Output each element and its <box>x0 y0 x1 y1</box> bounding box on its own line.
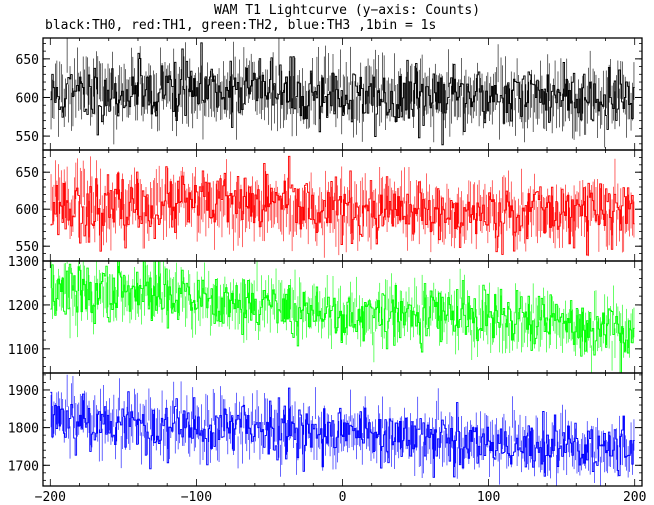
x-tick-label: −100 <box>181 490 212 505</box>
chart-title: WAM T1 Lightcurve (y−axis: Counts) <box>214 3 480 18</box>
error-bars-th0 <box>50 38 635 148</box>
chart-subtitle: black:TH0, red:TH1, green:TH2, blue:TH3 … <box>45 18 436 33</box>
y-tick-label: 650 <box>16 53 39 68</box>
y-tick-label: 1700 <box>8 459 39 474</box>
panel-th0: 550 600 650 <box>16 37 643 151</box>
y-tick-label: 550 <box>16 130 39 145</box>
x-tick-label: 200 <box>623 490 646 505</box>
y-tick-label: 1300 <box>8 255 39 270</box>
series-line-th1 <box>50 155 635 256</box>
series-line-th3 <box>50 387 635 478</box>
y-tick-label: 1900 <box>8 384 39 399</box>
error-bars-th2 <box>50 261 635 373</box>
panel-th3: 1700 1800 1900 <box>8 372 643 487</box>
y-tick-label: 1200 <box>8 299 39 314</box>
y-tick-label: 600 <box>16 91 39 106</box>
x-tick-label: 100 <box>477 490 500 505</box>
panels-layer: 550 600 650 550 600 650 1100 1200 1300 1700 1800 19… <box>8 37 643 487</box>
y-tick-label: 1800 <box>8 422 39 437</box>
x-axis: −200 −100 0 100 200 <box>35 490 647 505</box>
y-tick-label: 550 <box>16 240 39 255</box>
series-line-th0 <box>50 42 635 146</box>
panel-th2: 1100 1200 1300 <box>8 255 643 374</box>
panel-th1: 550 600 650 <box>16 149 643 262</box>
y-tick-label: 1100 <box>8 343 39 358</box>
y-tick-label: 650 <box>16 166 39 181</box>
x-tick-label: −200 <box>35 490 66 505</box>
y-tick-label: 600 <box>16 203 39 218</box>
error-bars-th3 <box>50 374 635 486</box>
series-line-th2 <box>50 261 635 373</box>
error-bars-th1 <box>50 156 635 258</box>
x-tick-label: 0 <box>339 490 347 505</box>
